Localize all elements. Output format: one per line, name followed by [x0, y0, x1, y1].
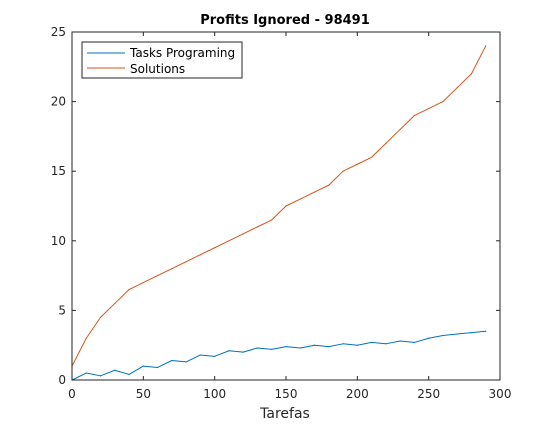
data-point [299, 347, 301, 349]
y-tick-label: 15 [51, 164, 66, 178]
data-point [85, 372, 87, 374]
x-tick-label: 300 [489, 387, 512, 401]
data-point [271, 348, 273, 350]
data-point [214, 355, 216, 357]
data-point [299, 198, 301, 200]
data-point [328, 345, 330, 348]
data-point [371, 341, 373, 344]
x-tick-label: 50 [136, 387, 151, 401]
data-point [413, 341, 415, 344]
legend-box [81, 41, 243, 79]
data-point [385, 142, 387, 144]
data-point [428, 337, 430, 339]
data-point [199, 254, 201, 256]
chart-title: Profits Ignored - 98491 [200, 13, 370, 28]
legend-label-solutions: Solutions [130, 62, 185, 76]
data-point [142, 365, 144, 367]
data-point [256, 347, 259, 349]
data-point [99, 375, 102, 377]
data-point [185, 261, 187, 263]
data-point [271, 219, 273, 221]
data-point [485, 45, 487, 47]
data-point [85, 337, 87, 339]
data-point [256, 226, 259, 228]
data-point [157, 275, 159, 277]
series-line-solutions [71, 45, 487, 367]
data-point [157, 366, 159, 369]
data-point [285, 345, 287, 348]
data-point [313, 344, 316, 346]
data-point [399, 340, 401, 342]
data-point [228, 350, 230, 352]
data-point [171, 268, 173, 270]
y-tick-label: 10 [51, 234, 66, 248]
data-point [442, 101, 444, 103]
x-axis-label: Tarefas [259, 406, 310, 422]
data-point [228, 240, 230, 242]
plot-area: 0 50 100 150 200 250 300 0 5 10 15 20 25 [51, 25, 512, 401]
y-tick-label: 0 [58, 373, 66, 387]
series-line-tasks-programing [71, 330, 486, 381]
data-point [214, 247, 216, 249]
data-point [385, 343, 387, 345]
data-point [399, 128, 401, 131]
data-point [470, 73, 473, 75]
data-point [128, 288, 130, 291]
x-tick-label: 200 [346, 387, 369, 401]
data-point [242, 233, 244, 235]
data-point [114, 369, 116, 371]
data-point [285, 205, 287, 207]
series-group [71, 45, 487, 381]
data-point [356, 344, 358, 346]
data-point [342, 170, 344, 172]
data-point [199, 354, 201, 356]
legend-label-tasks-programing: Tasks Programing [129, 46, 235, 60]
data-point [99, 316, 102, 318]
data-point [456, 333, 458, 335]
legend: Tasks Programing Solutions [81, 41, 243, 79]
data-point [356, 163, 358, 165]
data-point [442, 334, 444, 337]
data-point [485, 330, 487, 332]
data-point [313, 191, 316, 193]
data-point [128, 373, 130, 376]
data-point [428, 107, 430, 110]
data-point [242, 351, 244, 353]
x-tick-label: 250 [417, 387, 440, 401]
y-tick-label: 5 [58, 303, 66, 317]
y-tick-label: 20 [51, 95, 66, 109]
data-point [185, 361, 187, 363]
data-point [142, 281, 144, 284]
x-tick-label: 150 [275, 387, 298, 401]
x-axis: 0 50 100 150 200 250 300 [68, 32, 511, 401]
y-axis: 0 5 10 15 20 25 [51, 25, 500, 387]
data-point [171, 359, 173, 362]
y-tick-label: 25 [51, 25, 66, 39]
data-point [371, 156, 373, 158]
x-tick-label: 0 [68, 387, 76, 401]
data-point [470, 332, 473, 334]
data-point [456, 87, 458, 89]
data-point [342, 343, 344, 345]
data-point [114, 302, 116, 305]
x-tick-label: 100 [203, 387, 226, 401]
data-point [413, 114, 415, 117]
data-point [328, 184, 330, 186]
